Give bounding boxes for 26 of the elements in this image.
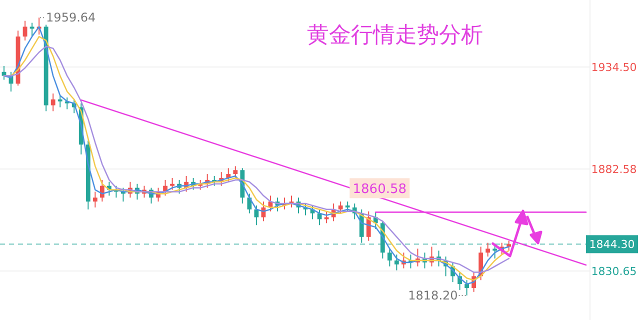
candlestick [387, 248, 392, 267]
annotation: 1818.20 [408, 288, 458, 302]
y-tick-label: 1934.50 [591, 60, 637, 74]
candlestick [58, 94, 62, 108]
candlestick [247, 193, 252, 214]
candlestick [261, 201, 266, 222]
candlestick [492, 244, 498, 260]
candlestick [464, 280, 469, 296]
candlestick [22, 20, 28, 41]
candlestick [338, 201, 343, 214]
candlestick [233, 166, 238, 178]
candlestick [345, 201, 350, 212]
ref-line-label: 1844.30 [589, 238, 635, 252]
candlestick [170, 177, 174, 190]
y-tick-label: 1830.65 [591, 264, 637, 278]
annotation: 1860.58 [352, 182, 407, 198]
y-tick-label: 1882.58 [591, 162, 637, 176]
candlestick [486, 242, 490, 258]
text: 黄金行情走势分析 [307, 23, 483, 48]
candlestick [30, 22, 34, 38]
candlestick [50, 93, 56, 112]
annotation: 1959.64 [46, 10, 96, 25]
candlestick [92, 191, 98, 208]
candlestick [394, 254, 399, 271]
candlestick [506, 240, 512, 252]
candlestick [254, 204, 259, 226]
